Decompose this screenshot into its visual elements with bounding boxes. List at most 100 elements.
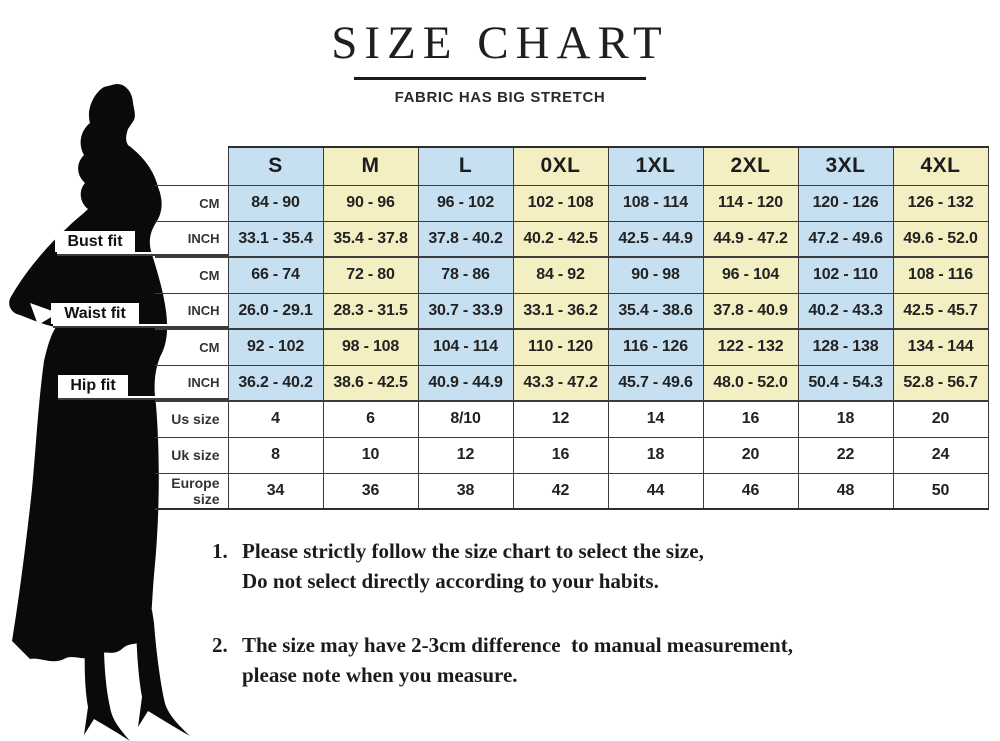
table-cell: 108 - 116 [892, 256, 989, 294]
hip-cm-row: CM 92 - 102 98 - 108 104 - 114 110 - 120… [155, 328, 989, 366]
table-cell: 22 [797, 436, 894, 474]
table-cell: 47.2 - 49.6 [797, 220, 894, 258]
right-leg [136, 610, 190, 736]
table-cell: 16 [512, 436, 609, 474]
row-label: CM [155, 185, 228, 222]
table-cell: 4 [227, 400, 324, 438]
column-header-1xl: 1XL [607, 146, 704, 186]
note-text: Please strictly follow the size chart to… [242, 539, 704, 593]
table-cell: 84 - 90 [227, 184, 324, 222]
size-chart-table: S M L 0XL 1XL 2XL 3XL 4XL CM 84 - 90 90 … [155, 146, 989, 510]
uk-size-row: Uk size 8 10 12 16 18 20 22 24 [155, 436, 989, 474]
table-cell: 45.7 - 49.6 [607, 364, 704, 402]
table-cell: 8/10 [417, 400, 514, 438]
table-cell: 92 - 102 [227, 328, 324, 366]
table-cell: 28.3 - 31.5 [322, 292, 419, 330]
bust-cm-row: CM 84 - 90 90 - 96 96 - 102 102 - 108 10… [155, 184, 989, 222]
column-header-4xl: 4XL [892, 146, 989, 186]
table-cell: 35.4 - 38.6 [607, 292, 704, 330]
table-cell: 102 - 110 [797, 256, 894, 294]
row-label: Uk size [155, 437, 228, 474]
waist-inch-row: INCH 26.0 - 29.1 28.3 - 31.5 30.7 - 33.9… [155, 292, 989, 330]
table-cell: 46 [702, 472, 799, 510]
table-cell: 43.3 - 47.2 [512, 364, 609, 402]
table-cell: 40.2 - 43.3 [797, 292, 894, 330]
table-cell: 96 - 102 [417, 184, 514, 222]
table-cell: 37.8 - 40.9 [702, 292, 799, 330]
us-size-row: Us size 4 6 8/10 12 14 16 18 20 [155, 400, 989, 438]
row-label: INCH [155, 293, 228, 330]
table-cell: 50.4 - 54.3 [797, 364, 894, 402]
woman-silhouette [9, 83, 190, 741]
table-cell: 122 - 132 [702, 328, 799, 366]
table-cell: 40.9 - 44.9 [417, 364, 514, 402]
table-cell: 98 - 108 [322, 328, 419, 366]
table-cell: 26.0 - 29.1 [227, 292, 324, 330]
table-cell: 42.5 - 45.7 [892, 292, 989, 330]
arm-gap [30, 303, 58, 325]
row-label: CM [155, 329, 228, 366]
column-header-3xl: 3XL [797, 146, 894, 186]
body [9, 83, 168, 662]
table-cell: 110 - 120 [512, 328, 609, 366]
table-cell: 16 [702, 400, 799, 438]
column-header-m: M [322, 146, 419, 186]
column-header-0xl: 0XL [512, 146, 609, 186]
bust-fit-line [57, 252, 228, 256]
table-cell: 49.6 - 52.0 [892, 220, 989, 258]
waist-fit-label: Waist fit [51, 303, 139, 324]
waist-fit-line [53, 324, 228, 328]
table-cell: 37.8 - 40.2 [417, 220, 514, 258]
table-cell: 52.8 - 56.7 [892, 364, 989, 402]
hip-fit-label: Hip fit [58, 375, 128, 396]
table-cell: 36.2 - 40.2 [227, 364, 324, 402]
table-cell: 120 - 126 [797, 184, 894, 222]
table-cell: 44 [607, 472, 704, 510]
table-cell: 20 [892, 400, 989, 438]
page-header: SIZE CHART FABRIC HAS BIG STRETCH [0, 16, 1000, 106]
row-label: Europe size [155, 473, 228, 510]
hip-inch-row: INCH 36.2 - 40.2 38.6 - 42.5 40.9 - 44.9… [155, 364, 989, 402]
table-cell: 8 [227, 436, 324, 474]
table-cell: 36 [322, 472, 419, 510]
note-number: 2. [212, 633, 228, 657]
table-cell: 66 - 74 [227, 256, 324, 294]
row-label: INCH [155, 365, 228, 402]
table-cell: 50 [892, 472, 989, 510]
bust-fit-label: Bust fit [55, 231, 135, 252]
note-text: The size may have 2-3cm difference to ma… [242, 633, 793, 687]
table-cell: 128 - 138 [797, 328, 894, 366]
table-cell: 33.1 - 36.2 [512, 292, 609, 330]
table-cell: 104 - 114 [417, 328, 514, 366]
size-table-container: S M L 0XL 1XL 2XL 3XL 4XL CM 84 - 90 90 … [155, 146, 989, 510]
header-row: S M L 0XL 1XL 2XL 3XL 4XL [155, 146, 989, 186]
table-cell: 40.2 - 42.5 [512, 220, 609, 258]
waist-cm-row: CM 66 - 74 72 - 80 78 - 86 84 - 92 90 - … [155, 256, 989, 294]
table-cell: 126 - 132 [892, 184, 989, 222]
table-cell: 78 - 86 [417, 256, 514, 294]
table-cell: 38.6 - 42.5 [322, 364, 419, 402]
table-cell: 20 [702, 436, 799, 474]
note-1: 1. Please strictly follow the size chart… [212, 536, 932, 596]
note-2: 2. The size may have 2-3cm difference to… [212, 630, 932, 690]
table-cell: 14 [607, 400, 704, 438]
table-cell: 42.5 - 44.9 [607, 220, 704, 258]
table-cell: 90 - 98 [607, 256, 704, 294]
table-cell: 116 - 126 [607, 328, 704, 366]
corner-cell [155, 147, 228, 186]
table-cell: 108 - 114 [607, 184, 704, 222]
table-cell: 12 [417, 436, 514, 474]
table-cell: 24 [892, 436, 989, 474]
table-cell: 72 - 80 [322, 256, 419, 294]
table-cell: 34 [227, 472, 324, 510]
row-label: CM [155, 257, 228, 294]
hip-fit-line [58, 396, 228, 400]
column-header-l: L [417, 146, 514, 186]
table-cell: 90 - 96 [322, 184, 419, 222]
table-cell: 12 [512, 400, 609, 438]
table-cell: 33.1 - 35.4 [227, 220, 324, 258]
table-cell: 48.0 - 52.0 [702, 364, 799, 402]
notes-section: 1. Please strictly follow the size chart… [212, 536, 932, 724]
column-header-s: S [227, 146, 324, 186]
